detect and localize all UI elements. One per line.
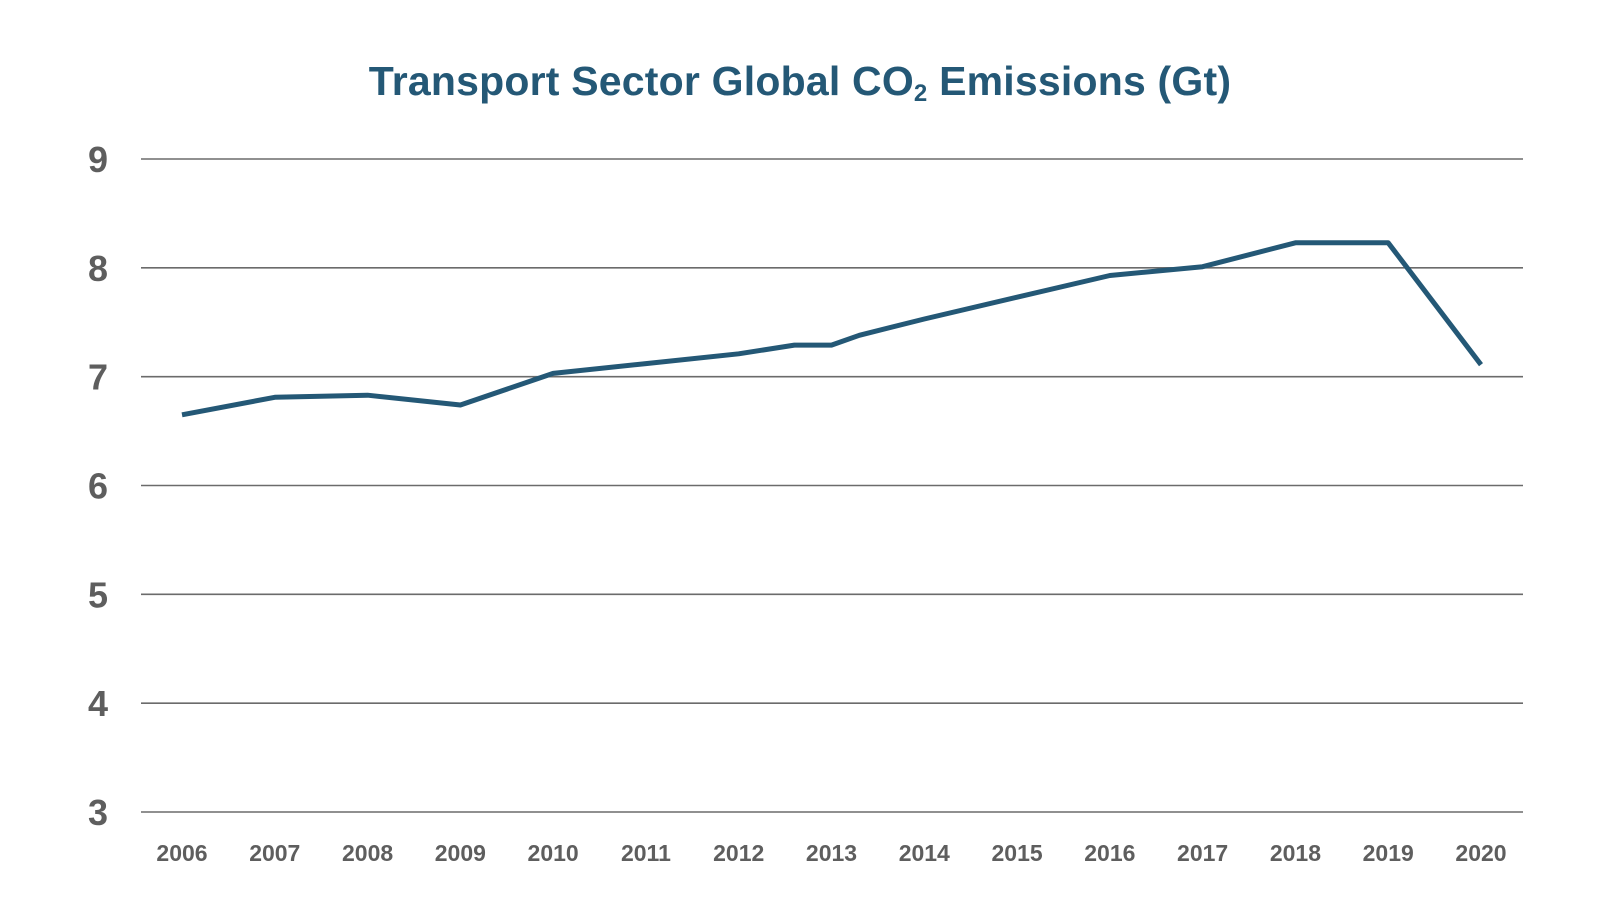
x-axis-ticks: 2006 2007 2008 2009 2010 2011 2012 2013 2014 2015… — [156, 840, 1506, 866]
x-tick-label-2012: 2012 — [713, 840, 764, 866]
x-tick-label-2018: 2018 — [1270, 840, 1321, 866]
x-tick-label-2009: 2009 — [435, 840, 486, 866]
y-tick-label-7: 7 — [88, 357, 108, 398]
gridlines — [141, 158, 1523, 813]
x-tick-label-2019: 2019 — [1363, 840, 1414, 866]
x-tick-label-2013: 2013 — [806, 840, 857, 866]
x-tick-label-2006: 2006 — [156, 840, 207, 866]
x-tick-label-2020: 2020 — [1455, 840, 1506, 866]
y-tick-label-6: 6 — [88, 466, 108, 507]
y-tick-label-9: 9 — [88, 139, 108, 180]
y-tick-label-4: 4 — [88, 683, 108, 724]
x-tick-label-2010: 2010 — [528, 840, 579, 866]
y-tick-label-8: 8 — [88, 248, 108, 289]
series-layer — [181, 240, 1483, 418]
chart-title-main: Transport Sector Global CO — [368, 58, 914, 104]
chart-title-suffix: Emissions (Gt) — [927, 58, 1232, 104]
chart-title: Transport Sector Global CO2 Emissions (G… — [0, 58, 1600, 108]
x-tick-label-2007: 2007 — [249, 840, 300, 866]
series-line-0 — [181, 240, 1483, 418]
x-tick-label-2014: 2014 — [899, 840, 950, 866]
y-tick-label-5: 5 — [88, 574, 108, 615]
x-tick-label-2008: 2008 — [342, 840, 393, 866]
x-tick-label-2011: 2011 — [621, 840, 671, 866]
y-axis-ticks: 3 4 5 6 7 8 9 — [88, 139, 108, 833]
y-tick-label-3: 3 — [88, 792, 108, 833]
chart-title-subscript: 2 — [913, 80, 928, 107]
x-tick-label-2016: 2016 — [1084, 840, 1135, 866]
x-tick-label-2017: 2017 — [1177, 840, 1228, 866]
x-tick-label-2015: 2015 — [991, 840, 1042, 866]
